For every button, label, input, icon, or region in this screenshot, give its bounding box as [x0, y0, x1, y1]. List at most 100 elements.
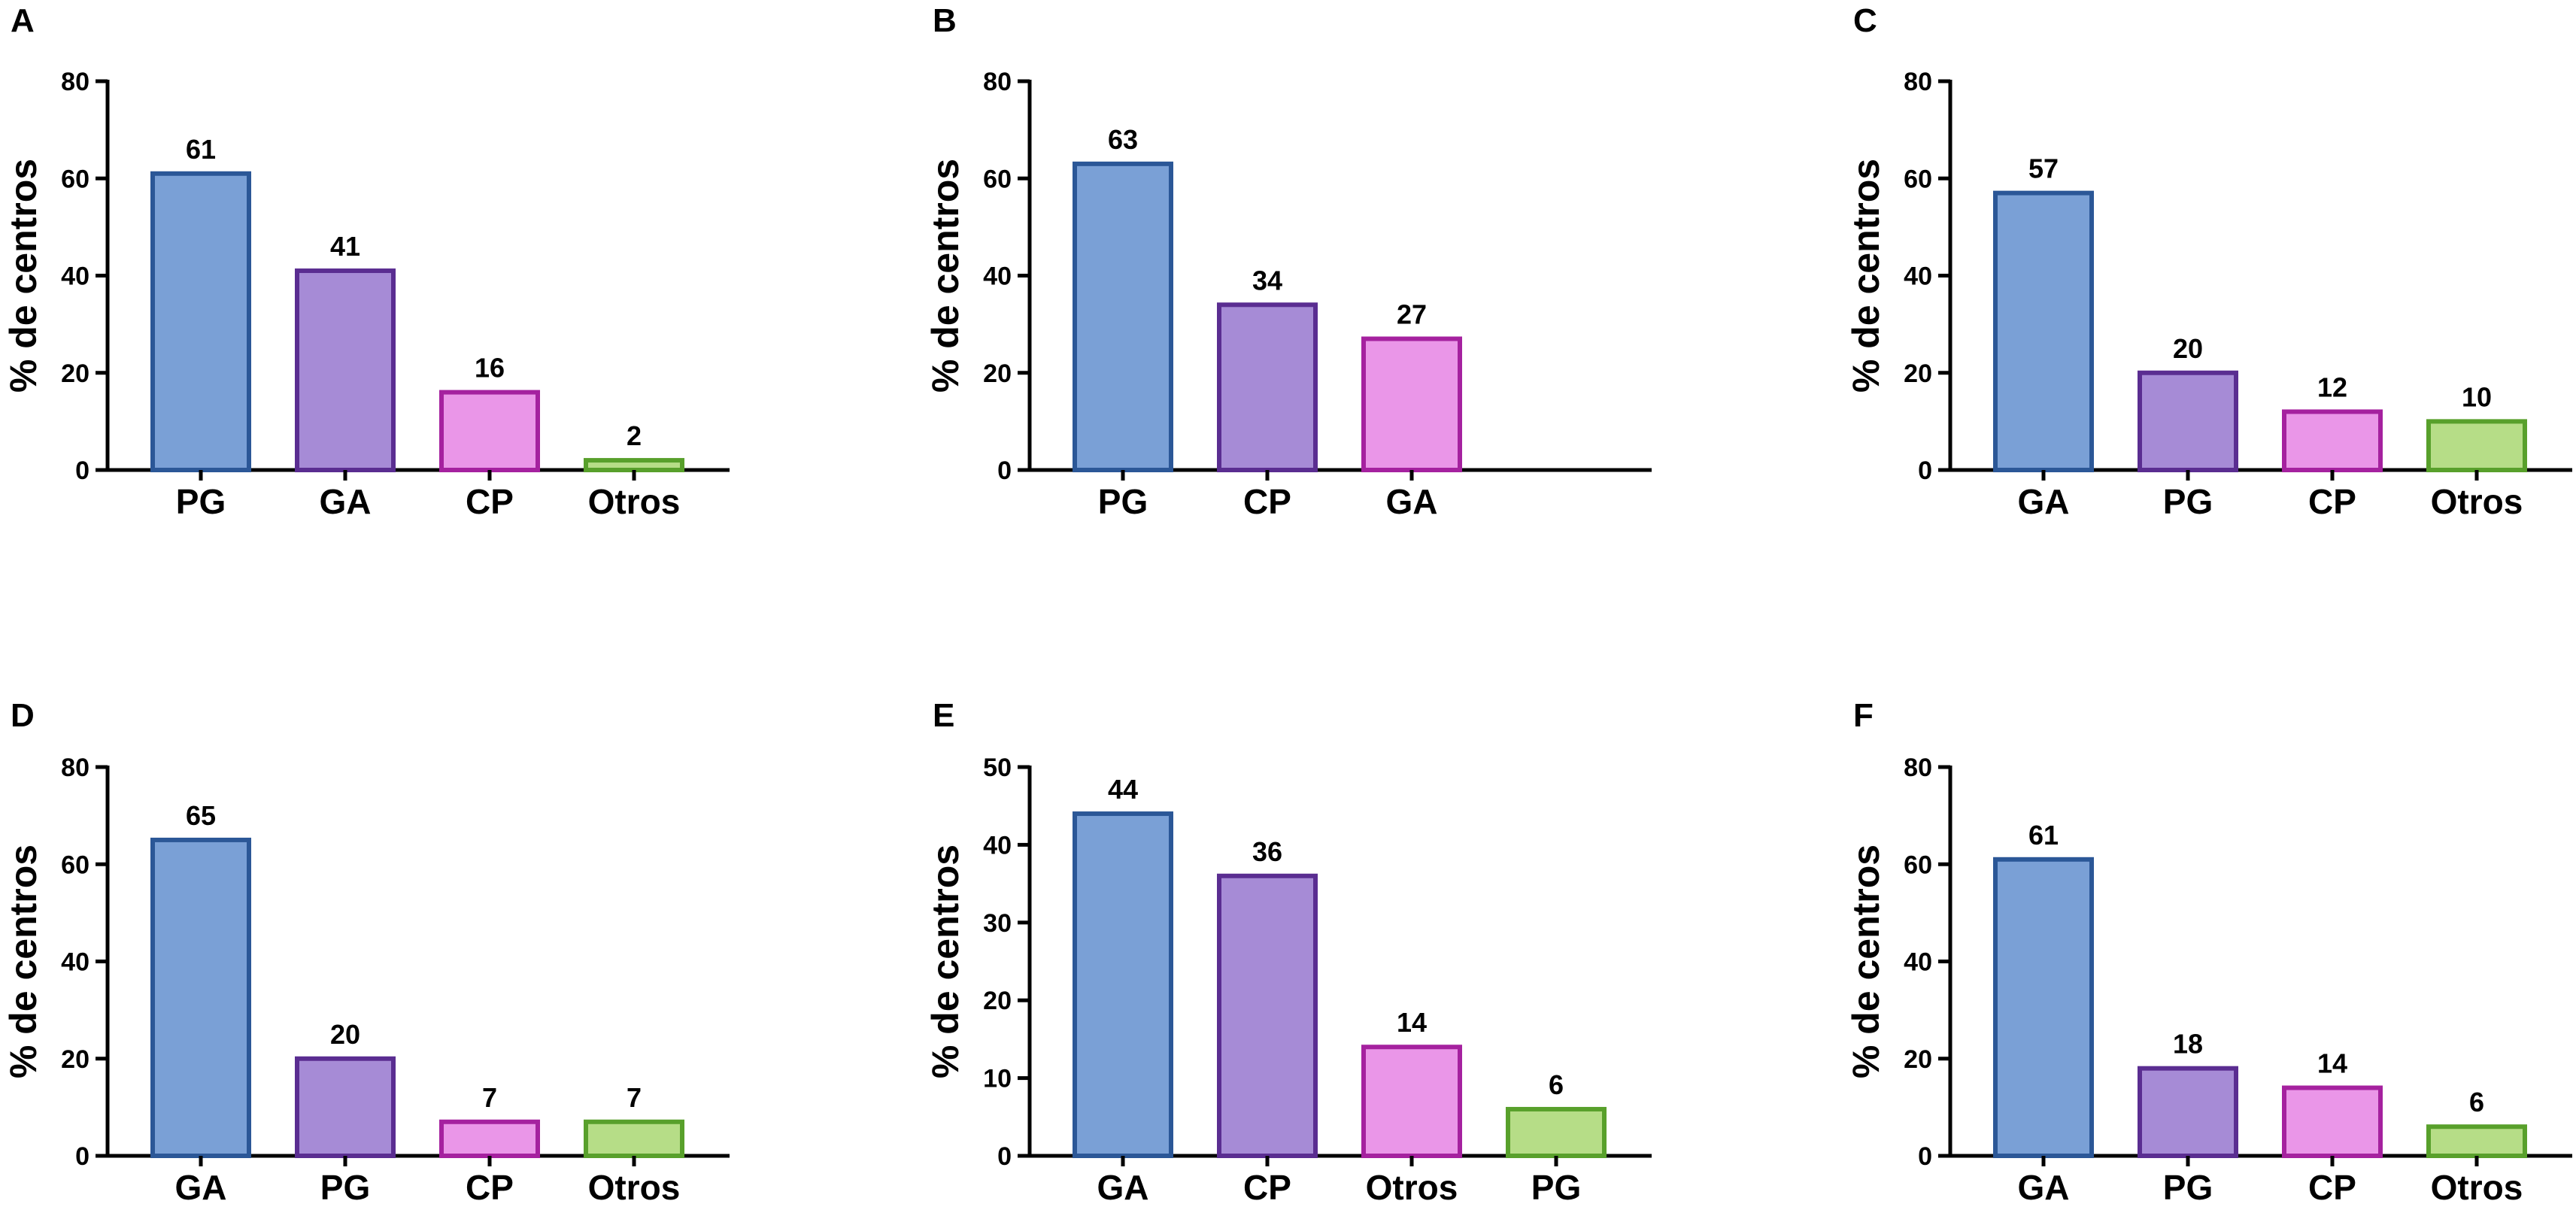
x-tick-label: CP — [2308, 482, 2356, 521]
x-tick-label: PG — [1098, 482, 1148, 521]
y-tick-label: 60 — [983, 165, 1012, 193]
data-label: 61 — [186, 134, 216, 165]
data-label: 7 — [482, 1082, 497, 1113]
y-axis-label: % de centros — [2, 845, 44, 1078]
data-label: 12 — [2317, 371, 2347, 402]
panel-label: E — [933, 697, 954, 734]
bar-otros — [1361, 1045, 1462, 1158]
data-label: 2 — [627, 420, 642, 451]
y-tick-label: 40 — [1904, 262, 1932, 291]
data-label: 14 — [2317, 1048, 2347, 1079]
panel-d: D % de centros 0 20 40 60 80 65 GA 20 PG 7 CP 7 Otros — [2, 697, 730, 1207]
x-tick-label: GA — [175, 1168, 227, 1207]
y-tick-label: 60 — [61, 851, 90, 879]
y-tick-label: 40 — [61, 262, 90, 291]
bar-otros — [2426, 419, 2527, 472]
y-tick-label: 40 — [1904, 948, 1932, 977]
data-label: 7 — [627, 1082, 642, 1113]
y-tick-label: 20 — [983, 359, 1012, 388]
panel-b: B % de centros 0 20 40 60 80 63 PG 34 CP 27 GA — [924, 2, 1652, 521]
panel-c: C % de centros 0 20 40 60 80 57 GA 20 PG 12 CP 10 Otro… — [1845, 2, 2572, 521]
y-tick-label: 80 — [1904, 68, 1932, 96]
x-tick-label: PG — [320, 1168, 370, 1207]
bar-pg — [1073, 161, 1173, 473]
panel-label: B — [933, 2, 957, 39]
data-label: 36 — [1252, 836, 1282, 867]
y-tick-label: 60 — [1904, 851, 1932, 879]
x-tick-label: CP — [1243, 482, 1291, 521]
y-axis-label: % de centros — [924, 845, 966, 1078]
panel-label: F — [1853, 697, 1874, 734]
y-tick-label: 0 — [997, 456, 1012, 485]
y-tick-label: 10 — [983, 1065, 1012, 1093]
bar-pg — [1506, 1106, 1607, 1158]
data-label: 18 — [2173, 1029, 2203, 1060]
panel-f: F % de centros 0 20 40 60 80 61 GA 18 PG 14 CP 6 Otros — [1845, 697, 2572, 1207]
x-tick-label: CP — [466, 482, 514, 521]
y-tick-label: 60 — [1904, 165, 1932, 193]
panel-a: A % de centros 0 20 40 60 80 61 PG 41 GA 16 CP 2 Otros — [2, 2, 730, 521]
y-tick-label: 80 — [61, 68, 90, 96]
data-label: 63 — [1108, 124, 1138, 155]
y-tick-label: 0 — [1918, 456, 1932, 485]
y-tick-label: 40 — [61, 948, 90, 977]
data-label: 20 — [2173, 333, 2203, 364]
y-tick-label: 20 — [1904, 1045, 1932, 1074]
bar-ga — [1993, 857, 2094, 1158]
y-tick-label: 20 — [983, 987, 1012, 1015]
data-label: 10 — [2462, 381, 2492, 412]
bar-ga — [1073, 811, 1173, 1159]
bar-cp — [1217, 873, 1318, 1158]
bar-ga — [295, 268, 396, 472]
x-tick-label: Otros — [2431, 1168, 2523, 1207]
y-tick-label: 0 — [75, 1142, 90, 1171]
y-tick-label: 0 — [75, 456, 90, 485]
y-tick-label: 80 — [983, 68, 1012, 96]
data-label: 16 — [475, 353, 505, 384]
x-tick-label: GA — [2018, 1168, 2070, 1207]
y-tick-label: 40 — [983, 831, 1012, 860]
bar-ga — [1361, 336, 1462, 473]
panel-label: D — [11, 697, 35, 734]
bar-cp — [439, 390, 540, 472]
x-tick-label: GA — [1097, 1168, 1149, 1207]
data-label: 34 — [1252, 265, 1282, 296]
y-tick-label: 80 — [61, 754, 90, 782]
data-label: 14 — [1397, 1007, 1427, 1038]
bar-cp — [1217, 302, 1318, 472]
data-label: 6 — [1549, 1069, 1564, 1100]
x-tick-label: PG — [2163, 1168, 2213, 1207]
data-label: 41 — [330, 231, 360, 262]
x-tick-label: GA — [1386, 482, 1438, 521]
y-tick-label: 20 — [61, 1045, 90, 1074]
y-tick-label: 20 — [1904, 359, 1932, 388]
x-tick-label: PG — [2163, 482, 2213, 521]
y-tick-label: 0 — [997, 1142, 1012, 1171]
bar-pg — [150, 171, 251, 472]
y-tick-label: 30 — [983, 909, 1012, 938]
x-tick-label: Otros — [588, 1168, 681, 1207]
x-tick-label: CP — [466, 1168, 514, 1207]
x-tick-label: Otros — [2431, 482, 2523, 521]
y-tick-label: 20 — [61, 359, 90, 388]
data-label: 27 — [1397, 299, 1427, 330]
bar-cp — [2282, 1085, 2383, 1159]
data-label: 65 — [186, 800, 216, 831]
bar-cp — [439, 1119, 540, 1158]
data-label: 6 — [2469, 1087, 2484, 1117]
y-tick-label: 40 — [983, 262, 1012, 291]
panel-e: E % de centros 0 10 20 30 40 50 44 GA 36 CP 14 Otros 6… — [924, 697, 1652, 1207]
y-tick-label: 50 — [983, 754, 1012, 782]
x-tick-label: Otros — [588, 482, 681, 521]
bar-pg — [2138, 1066, 2238, 1159]
bar-cp — [2282, 409, 2383, 473]
y-axis-label: % de centros — [2, 159, 44, 393]
bar-otros — [584, 458, 684, 473]
panel-label: A — [11, 2, 35, 39]
x-tick-label: CP — [2308, 1168, 2356, 1207]
bar-otros — [2426, 1124, 2527, 1158]
bar-ga — [1993, 190, 2094, 472]
y-tick-label: 80 — [1904, 754, 1932, 782]
